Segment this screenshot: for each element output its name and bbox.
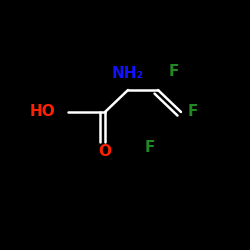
Text: O: O bbox=[98, 144, 112, 160]
Text: HO: HO bbox=[29, 104, 55, 120]
Text: F: F bbox=[188, 104, 198, 120]
Text: F: F bbox=[169, 64, 179, 80]
Text: F: F bbox=[145, 140, 155, 156]
Text: NH₂: NH₂ bbox=[112, 66, 144, 82]
